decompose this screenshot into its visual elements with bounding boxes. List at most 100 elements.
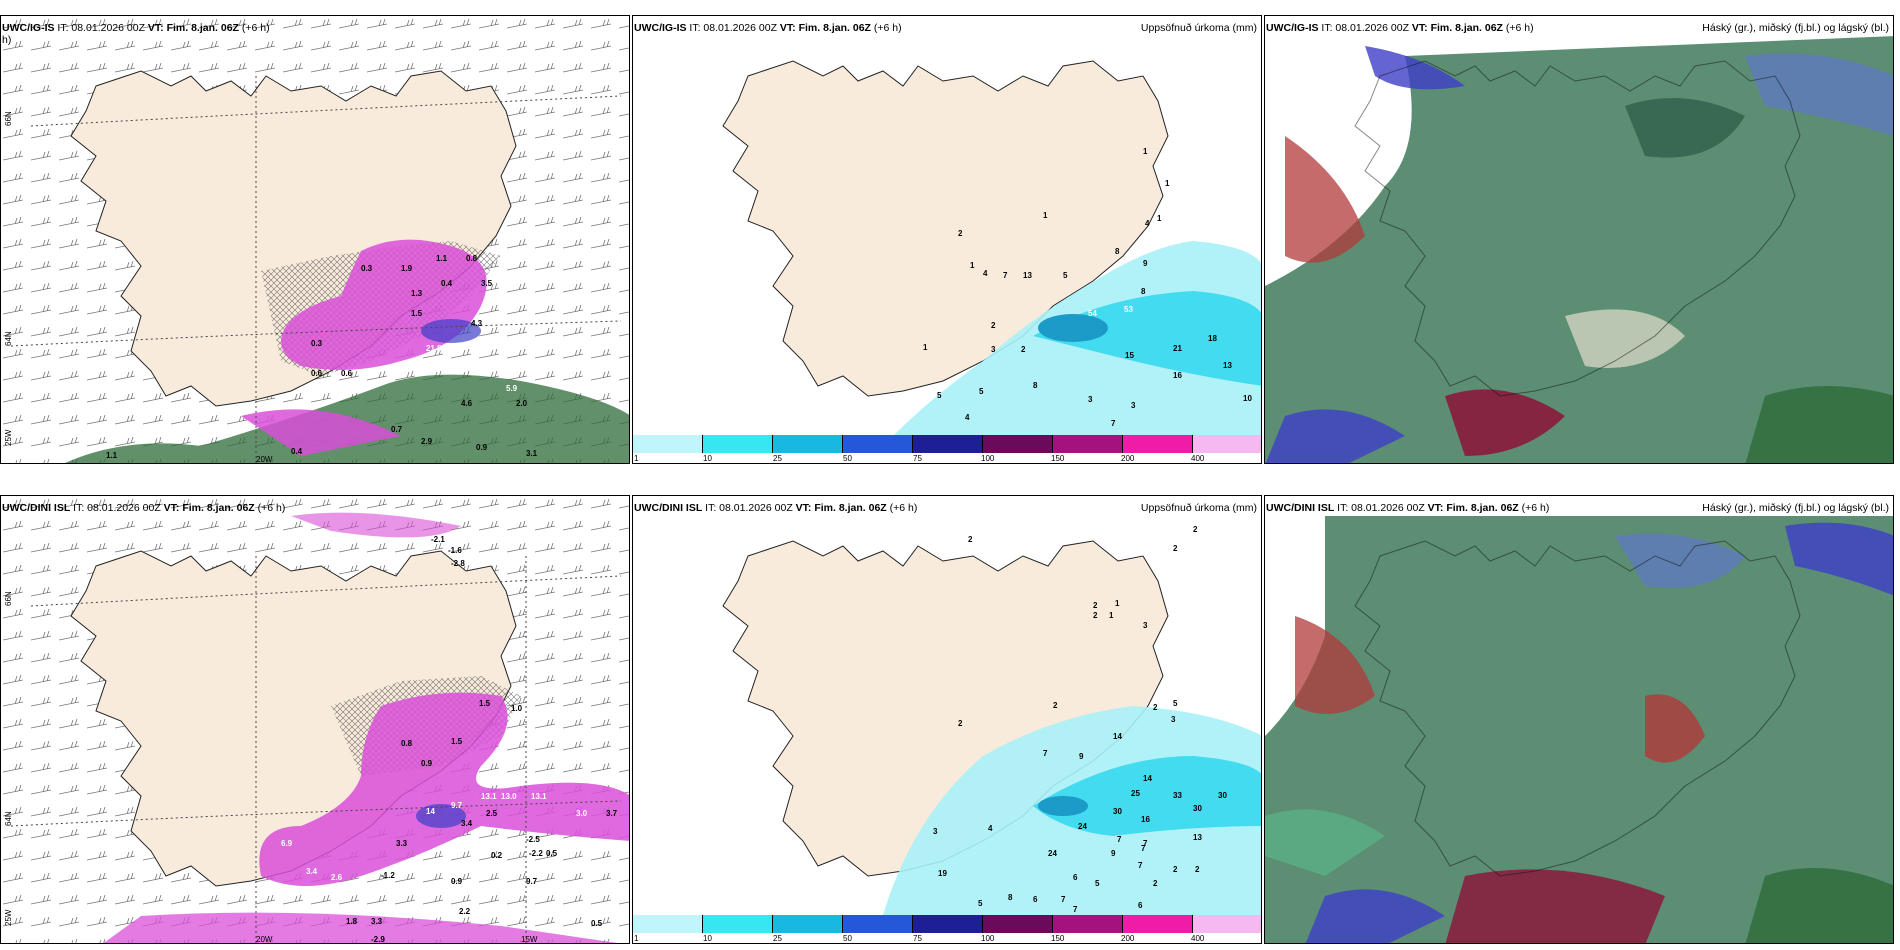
value-label: 1.0 — [511, 704, 523, 713]
value-label: -2.2 — [529, 849, 543, 858]
value-label: 1 — [1143, 147, 1148, 156]
colorbar-bin — [773, 915, 843, 933]
value-label: 21.8 — [426, 344, 442, 353]
value-label: 2 — [1021, 345, 1026, 354]
value-label: 5 — [1173, 699, 1178, 708]
field-label: Háský (gr.), miðský (fj.bl.) og lágský (… — [1702, 502, 1889, 514]
value-label: 2 — [1195, 865, 1200, 874]
colorbar-bin — [703, 915, 773, 933]
value-label: 2 — [1173, 865, 1178, 874]
value-label: 1.5 — [411, 309, 423, 318]
value-label: -2.9 — [371, 935, 385, 944]
value-label: 1 — [1157, 214, 1162, 223]
value-label: 3.1 — [526, 449, 538, 458]
colorbar-bin — [773, 435, 843, 453]
colorbar-bin — [1193, 915, 1262, 933]
value-label: 7 — [1138, 861, 1143, 870]
value-label: 5 — [1095, 879, 1100, 888]
value-label: 7 — [1141, 844, 1146, 853]
value-label: 33 — [1173, 791, 1182, 800]
value-label: 0.5 — [546, 849, 558, 858]
value-label: 7 — [1111, 419, 1116, 428]
value-label: 6 — [1073, 873, 1078, 882]
value-label: 1 — [1043, 211, 1048, 220]
value-label: 6.9 — [281, 839, 293, 848]
value-label: 2 — [991, 321, 996, 330]
value-label: 1.3 — [411, 289, 423, 298]
value-label: 3 — [1171, 715, 1176, 724]
value-label: -2.1 — [431, 535, 445, 544]
panel-clouds-row2: UWC/DINI ISL IT: 08.01.2026 00Z VT: Fim.… — [1264, 495, 1894, 944]
panel-title: UWC/DINI ISL IT: 08.01.2026 00Z VT: Fim.… — [1266, 502, 1549, 514]
value-label: 13 — [1023, 271, 1032, 280]
value-label: 7 — [1117, 835, 1122, 844]
precip-map: 2 2 2 2 1 2 1 3 2 2 5 3 2 14 9 7 14 30 3… — [633, 496, 1262, 944]
value-label: 7 — [1003, 271, 1008, 280]
colorbar-bin — [983, 435, 1053, 453]
colorbar: 1 10 25 50 75 100 150 200 400 — [633, 435, 1262, 463]
value-label: 1 — [923, 343, 928, 352]
cloud-map — [1265, 16, 1894, 464]
value-label: 0.3 — [361, 264, 373, 273]
colorbar-bin — [633, 915, 703, 933]
axis-label: 66N — [4, 111, 13, 126]
value-label: 16 — [1173, 371, 1182, 380]
value-label: 1 — [1165, 179, 1170, 188]
value-label: 0.4 — [291, 447, 303, 456]
value-label: 3 — [933, 827, 938, 836]
value-label: 2 — [968, 535, 973, 544]
value-label: 8 — [1141, 287, 1146, 296]
colorbar-bin — [913, 915, 983, 933]
value-label: 13.0 — [501, 792, 517, 801]
axis-label: 25W — [4, 909, 13, 926]
colorbar-bin — [703, 435, 773, 453]
value-label: 3 — [1131, 401, 1136, 410]
colorbar-bin — [983, 915, 1053, 933]
panel-precip-row1: UWC/IG-IS IT: 08.01.2026 00Z VT: Fim. 8.… — [632, 15, 1262, 464]
value-label: 4 — [983, 269, 988, 278]
value-label: 0.7 — [391, 425, 403, 434]
value-label: 0.9 — [476, 443, 488, 452]
value-label: 0.9 — [451, 877, 463, 886]
value-label: 8 — [1008, 893, 1013, 902]
value-label: 54 — [1088, 309, 1097, 318]
colorbar-bin — [633, 435, 703, 453]
value-label: 3 — [1143, 621, 1148, 630]
value-label: 15 — [1125, 351, 1134, 360]
value-label: 24 — [1048, 849, 1057, 858]
value-label: 5 — [1063, 271, 1068, 280]
panel-wind-precip-row2: UWC/DINI ISL IT: 08.01.2026 00Z VT: Fim.… — [0, 495, 630, 944]
value-label: 3.5 — [481, 279, 493, 288]
value-label: 3.4 — [306, 867, 318, 876]
value-label: 16 — [1141, 815, 1150, 824]
value-label: 2.6 — [331, 873, 343, 882]
value-label: 14 — [1143, 774, 1152, 783]
panel-precip-row2: UWC/DINI ISL IT: 08.01.2026 00Z VT: Fim.… — [632, 495, 1262, 944]
value-label: 7 — [1043, 749, 1048, 758]
value-label: 0.6 — [341, 369, 353, 378]
value-label: 2 — [1053, 701, 1058, 710]
value-label: 3.7 — [606, 809, 618, 818]
value-label: 3.4 — [461, 819, 473, 828]
value-label: 3 — [1088, 395, 1093, 404]
value-label: 0.6 — [311, 369, 323, 378]
value-label: 0.8 — [401, 739, 413, 748]
value-label: 30 — [1113, 807, 1122, 816]
value-label: 2.0 — [516, 399, 528, 408]
value-label: 9 — [1143, 259, 1148, 268]
value-label: 13 — [1193, 833, 1202, 842]
value-label: 2.9 — [421, 437, 433, 446]
axis-label: 64N — [4, 331, 13, 346]
value-label: 7 — [1061, 895, 1066, 904]
panel-title: UWC/IG-IS IT: 08.01.2026 00Z VT: Fim. 8.… — [634, 22, 902, 34]
field-label: Uppsöfnuð úrkoma (mm) — [1141, 502, 1257, 514]
value-label: 8 — [1033, 381, 1038, 390]
wind-precip-map: -2.1 -1.6 -2.8 1.5 1.0 0.8 1.5 0.9 14 9.… — [1, 496, 630, 944]
panel-title: UWC/DINI ISL IT: 08.01.2026 00Z VT: Fim.… — [634, 502, 917, 514]
value-label: 25 — [1131, 789, 1140, 798]
value-label: 21 — [1173, 344, 1182, 353]
axis-label: 20W — [256, 935, 273, 944]
value-label: 1.1 — [106, 451, 118, 460]
value-label: 5 — [979, 387, 984, 396]
value-label: 4 — [1145, 219, 1150, 228]
